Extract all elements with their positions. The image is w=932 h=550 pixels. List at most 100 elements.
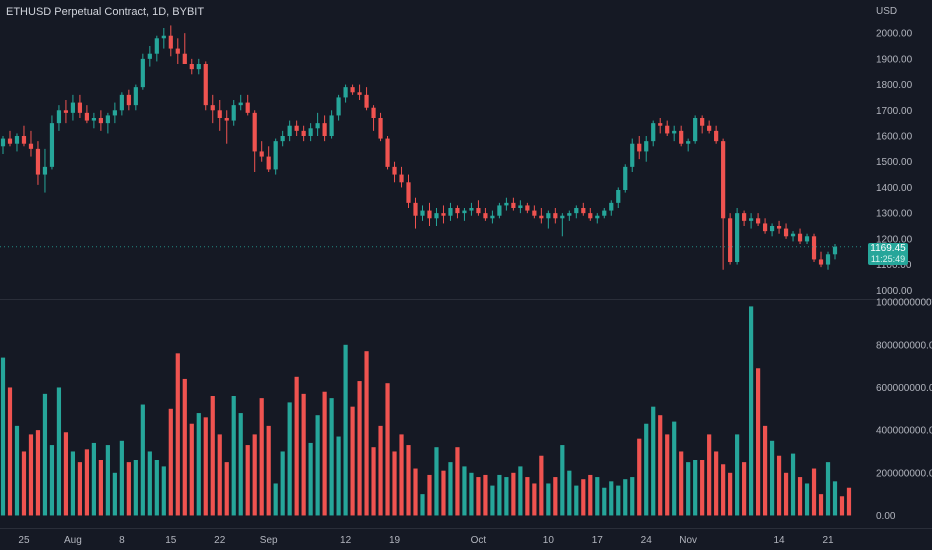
candle-body — [161, 35, 166, 39]
candle-body — [434, 213, 439, 219]
volume-bar — [231, 396, 236, 516]
volume-bar — [70, 451, 76, 516]
candle-body — [77, 102, 83, 113]
candle-body — [259, 151, 264, 157]
volume-bar — [294, 376, 299, 516]
volume-bar — [336, 436, 341, 516]
candle-body — [343, 87, 348, 98]
volume-bar — [686, 462, 691, 516]
candle-body — [112, 110, 117, 116]
candle-body — [811, 236, 817, 260]
volume-bar — [735, 434, 740, 516]
candle-body — [609, 202, 614, 211]
time-tick-label: 12 — [340, 535, 352, 546]
candle-body — [525, 205, 530, 211]
candle-body — [532, 210, 537, 216]
candle-body — [385, 138, 390, 167]
candle-body — [21, 136, 27, 144]
volume-bar — [441, 470, 446, 516]
volume-bar — [651, 406, 656, 516]
price-tick-label: 1800.00 — [876, 80, 913, 91]
volume-bar — [581, 479, 586, 516]
volume-bar — [574, 485, 579, 516]
candle-body — [797, 233, 803, 242]
time-tick-label: 15 — [165, 535, 177, 546]
volume-bar — [532, 483, 537, 516]
volume-bar — [133, 460, 138, 516]
price-tick-label: 1900.00 — [876, 54, 913, 65]
candle-body — [182, 53, 187, 64]
candle-body — [476, 208, 481, 214]
volume-bar — [504, 477, 509, 516]
candle-body — [378, 118, 383, 139]
candle-body — [511, 202, 516, 208]
candle-body — [825, 254, 831, 265]
candle-body — [483, 213, 488, 219]
volume-bar — [797, 477, 803, 516]
time-tick-label: 8 — [119, 535, 125, 546]
candle-body — [98, 118, 103, 124]
candle-body — [762, 223, 768, 232]
current-price-value: 1169.45 — [870, 243, 906, 254]
candle-body — [693, 118, 698, 142]
candle-body — [644, 141, 649, 152]
volume-bar — [266, 425, 271, 516]
price-tick-label: 1700.00 — [876, 106, 913, 117]
candle-body — [84, 112, 89, 121]
candle-body — [126, 94, 131, 106]
volume-bar — [672, 421, 677, 516]
candle-body — [371, 107, 376, 118]
candle-body — [301, 130, 306, 136]
candle-body — [728, 218, 733, 262]
volume-bar — [616, 485, 621, 516]
candle-body — [35, 148, 41, 175]
volume-bar — [273, 483, 278, 516]
candle-body — [392, 166, 397, 175]
price-tick-label: 1200.00 — [876, 234, 913, 245]
volume-bar — [91, 442, 96, 516]
candle-body — [175, 48, 180, 54]
candle-body — [133, 87, 138, 106]
volume-bar — [755, 368, 761, 516]
time-tick-label: 14 — [774, 535, 786, 546]
volume-bar — [455, 447, 460, 516]
volume-tick-label: 200000000.00 — [876, 468, 932, 479]
volume-bar — [217, 434, 222, 516]
candle-body — [630, 143, 635, 167]
volume-bar — [399, 434, 404, 516]
volume-bar — [825, 462, 831, 516]
volume-bar — [280, 451, 285, 516]
candle-body — [469, 208, 474, 211]
volume-bar — [846, 487, 852, 516]
volume-bar — [609, 481, 614, 516]
volume-bar — [105, 445, 110, 516]
volume-bar — [448, 462, 453, 516]
price-tick-label: 1000.00 — [876, 286, 913, 297]
volume-bar — [490, 485, 495, 516]
candle-body — [147, 53, 152, 59]
volume-bar — [630, 477, 635, 516]
volume-bar — [14, 425, 20, 516]
candle-body — [721, 141, 726, 219]
volume-bar — [154, 460, 159, 516]
candle-body — [769, 226, 775, 232]
candle-body — [448, 208, 453, 216]
candle-body — [441, 213, 446, 216]
candle-body — [783, 228, 789, 237]
candle-body — [588, 213, 593, 219]
volume-bar — [728, 472, 733, 516]
candle-body — [455, 208, 460, 214]
price-tick-label: 1500.00 — [876, 157, 913, 168]
volume-bar — [42, 393, 48, 516]
volume-bar — [56, 387, 62, 516]
volume-bar — [287, 402, 292, 516]
candle-body — [581, 208, 586, 214]
volume-bar — [168, 408, 173, 516]
volume-bar — [714, 451, 719, 516]
candle-body — [224, 118, 229, 121]
volume-bar — [98, 460, 103, 516]
volume-bar — [811, 468, 817, 516]
time-tick-label: 19 — [389, 535, 401, 546]
volume-bar — [602, 487, 607, 516]
